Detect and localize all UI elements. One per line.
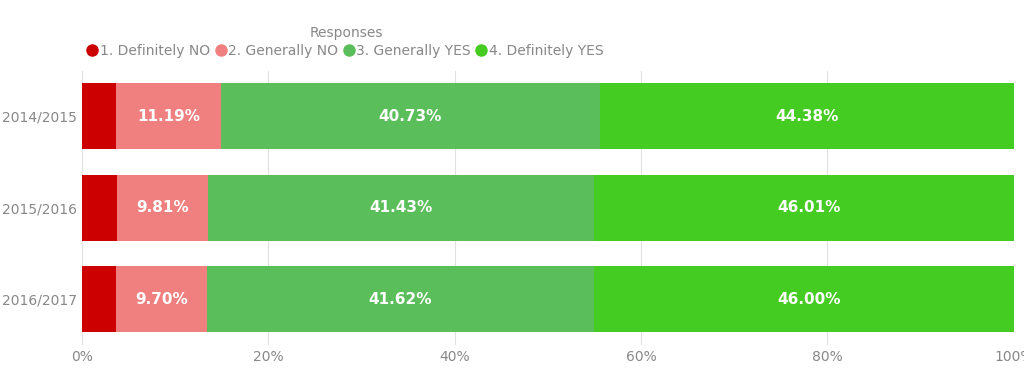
Bar [600, 83, 1014, 149]
Bar [207, 267, 594, 332]
Text: 41.62%: 41.62% [369, 292, 432, 307]
Bar [208, 175, 594, 241]
Text: 41.43%: 41.43% [370, 200, 433, 215]
Bar [594, 175, 1023, 241]
Text: 46.01%: 46.01% [777, 200, 841, 215]
Text: 40.73%: 40.73% [379, 109, 442, 123]
Text: 9.81%: 9.81% [136, 200, 188, 215]
Text: 46.00%: 46.00% [777, 292, 841, 307]
Legend: 1. Definitely NO, 2. Generally NO, 3. Generally YES, 4. Definitely YES: 1. Definitely NO, 2. Generally NO, 3. Ge… [89, 26, 603, 58]
Bar [220, 83, 600, 149]
Bar [117, 175, 208, 241]
Bar [594, 267, 1023, 332]
Bar [82, 83, 117, 149]
Bar [82, 267, 116, 332]
Bar [82, 175, 117, 241]
Bar [117, 83, 220, 149]
Text: 11.19%: 11.19% [137, 109, 200, 123]
Text: 9.70%: 9.70% [135, 292, 187, 307]
Bar [116, 267, 207, 332]
Text: 44.38%: 44.38% [775, 109, 839, 123]
